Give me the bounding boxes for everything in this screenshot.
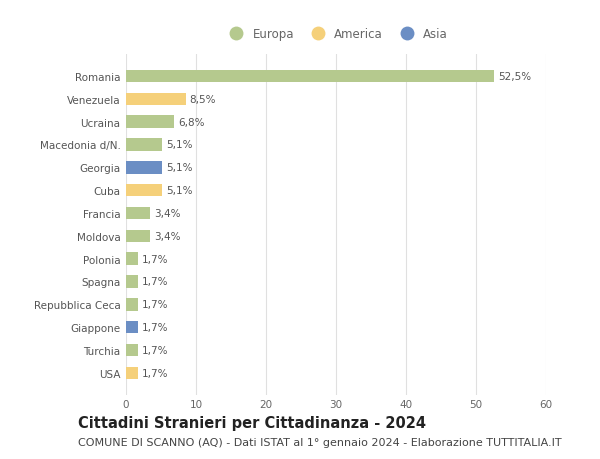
Text: 1,7%: 1,7% [142, 368, 169, 378]
Text: COMUNE DI SCANNO (AQ) - Dati ISTAT al 1° gennaio 2024 - Elaborazione TUTTITALIA.: COMUNE DI SCANNO (AQ) - Dati ISTAT al 1°… [78, 437, 562, 447]
Text: 5,1%: 5,1% [166, 163, 193, 173]
Text: 3,4%: 3,4% [154, 231, 181, 241]
Text: 8,5%: 8,5% [190, 95, 216, 105]
Text: 1,7%: 1,7% [142, 323, 169, 332]
Bar [126, 230, 150, 242]
Bar [126, 321, 138, 334]
Bar [126, 275, 138, 288]
Text: 1,7%: 1,7% [142, 277, 169, 287]
Bar [126, 298, 138, 311]
Bar [126, 71, 493, 83]
Text: Cittadini Stranieri per Cittadinanza - 2024: Cittadini Stranieri per Cittadinanza - 2… [78, 415, 426, 431]
Bar [126, 93, 185, 106]
Bar [126, 207, 150, 220]
Text: 1,7%: 1,7% [142, 345, 169, 355]
Text: 5,1%: 5,1% [166, 140, 193, 150]
Bar [126, 344, 138, 357]
Bar [126, 162, 162, 174]
Text: 5,1%: 5,1% [166, 186, 193, 196]
Text: 1,7%: 1,7% [142, 300, 169, 310]
Legend: Europa, America, Asia: Europa, America, Asia [220, 23, 452, 46]
Text: 52,5%: 52,5% [498, 72, 531, 82]
Text: 3,4%: 3,4% [154, 208, 181, 218]
Bar [126, 367, 138, 379]
Text: 6,8%: 6,8% [178, 118, 204, 127]
Bar [126, 253, 138, 265]
Bar [126, 185, 162, 197]
Text: 1,7%: 1,7% [142, 254, 169, 264]
Bar [126, 139, 162, 151]
Bar [126, 116, 173, 129]
